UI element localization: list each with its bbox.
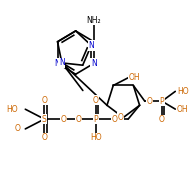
Text: HO: HO (177, 87, 189, 96)
Text: O: O (117, 113, 123, 122)
Text: P: P (160, 97, 164, 106)
Text: O: O (112, 115, 118, 124)
Text: HO: HO (6, 105, 18, 114)
Text: O: O (41, 96, 47, 105)
Text: O: O (15, 124, 21, 133)
Text: OH: OH (128, 73, 140, 82)
Text: HO: HO (90, 133, 102, 142)
Text: O: O (93, 96, 99, 105)
Text: N: N (88, 41, 94, 50)
Text: P: P (93, 115, 98, 124)
Text: N: N (59, 58, 65, 67)
Text: N: N (91, 59, 97, 68)
Text: O: O (147, 97, 153, 106)
Text: S: S (42, 115, 47, 124)
Text: N: N (55, 59, 60, 68)
Text: O: O (60, 115, 66, 124)
Text: OH: OH (177, 105, 189, 114)
Text: NH₂: NH₂ (86, 16, 101, 25)
Text: O: O (159, 115, 165, 124)
Text: O: O (76, 115, 82, 124)
Text: O: O (41, 133, 47, 142)
